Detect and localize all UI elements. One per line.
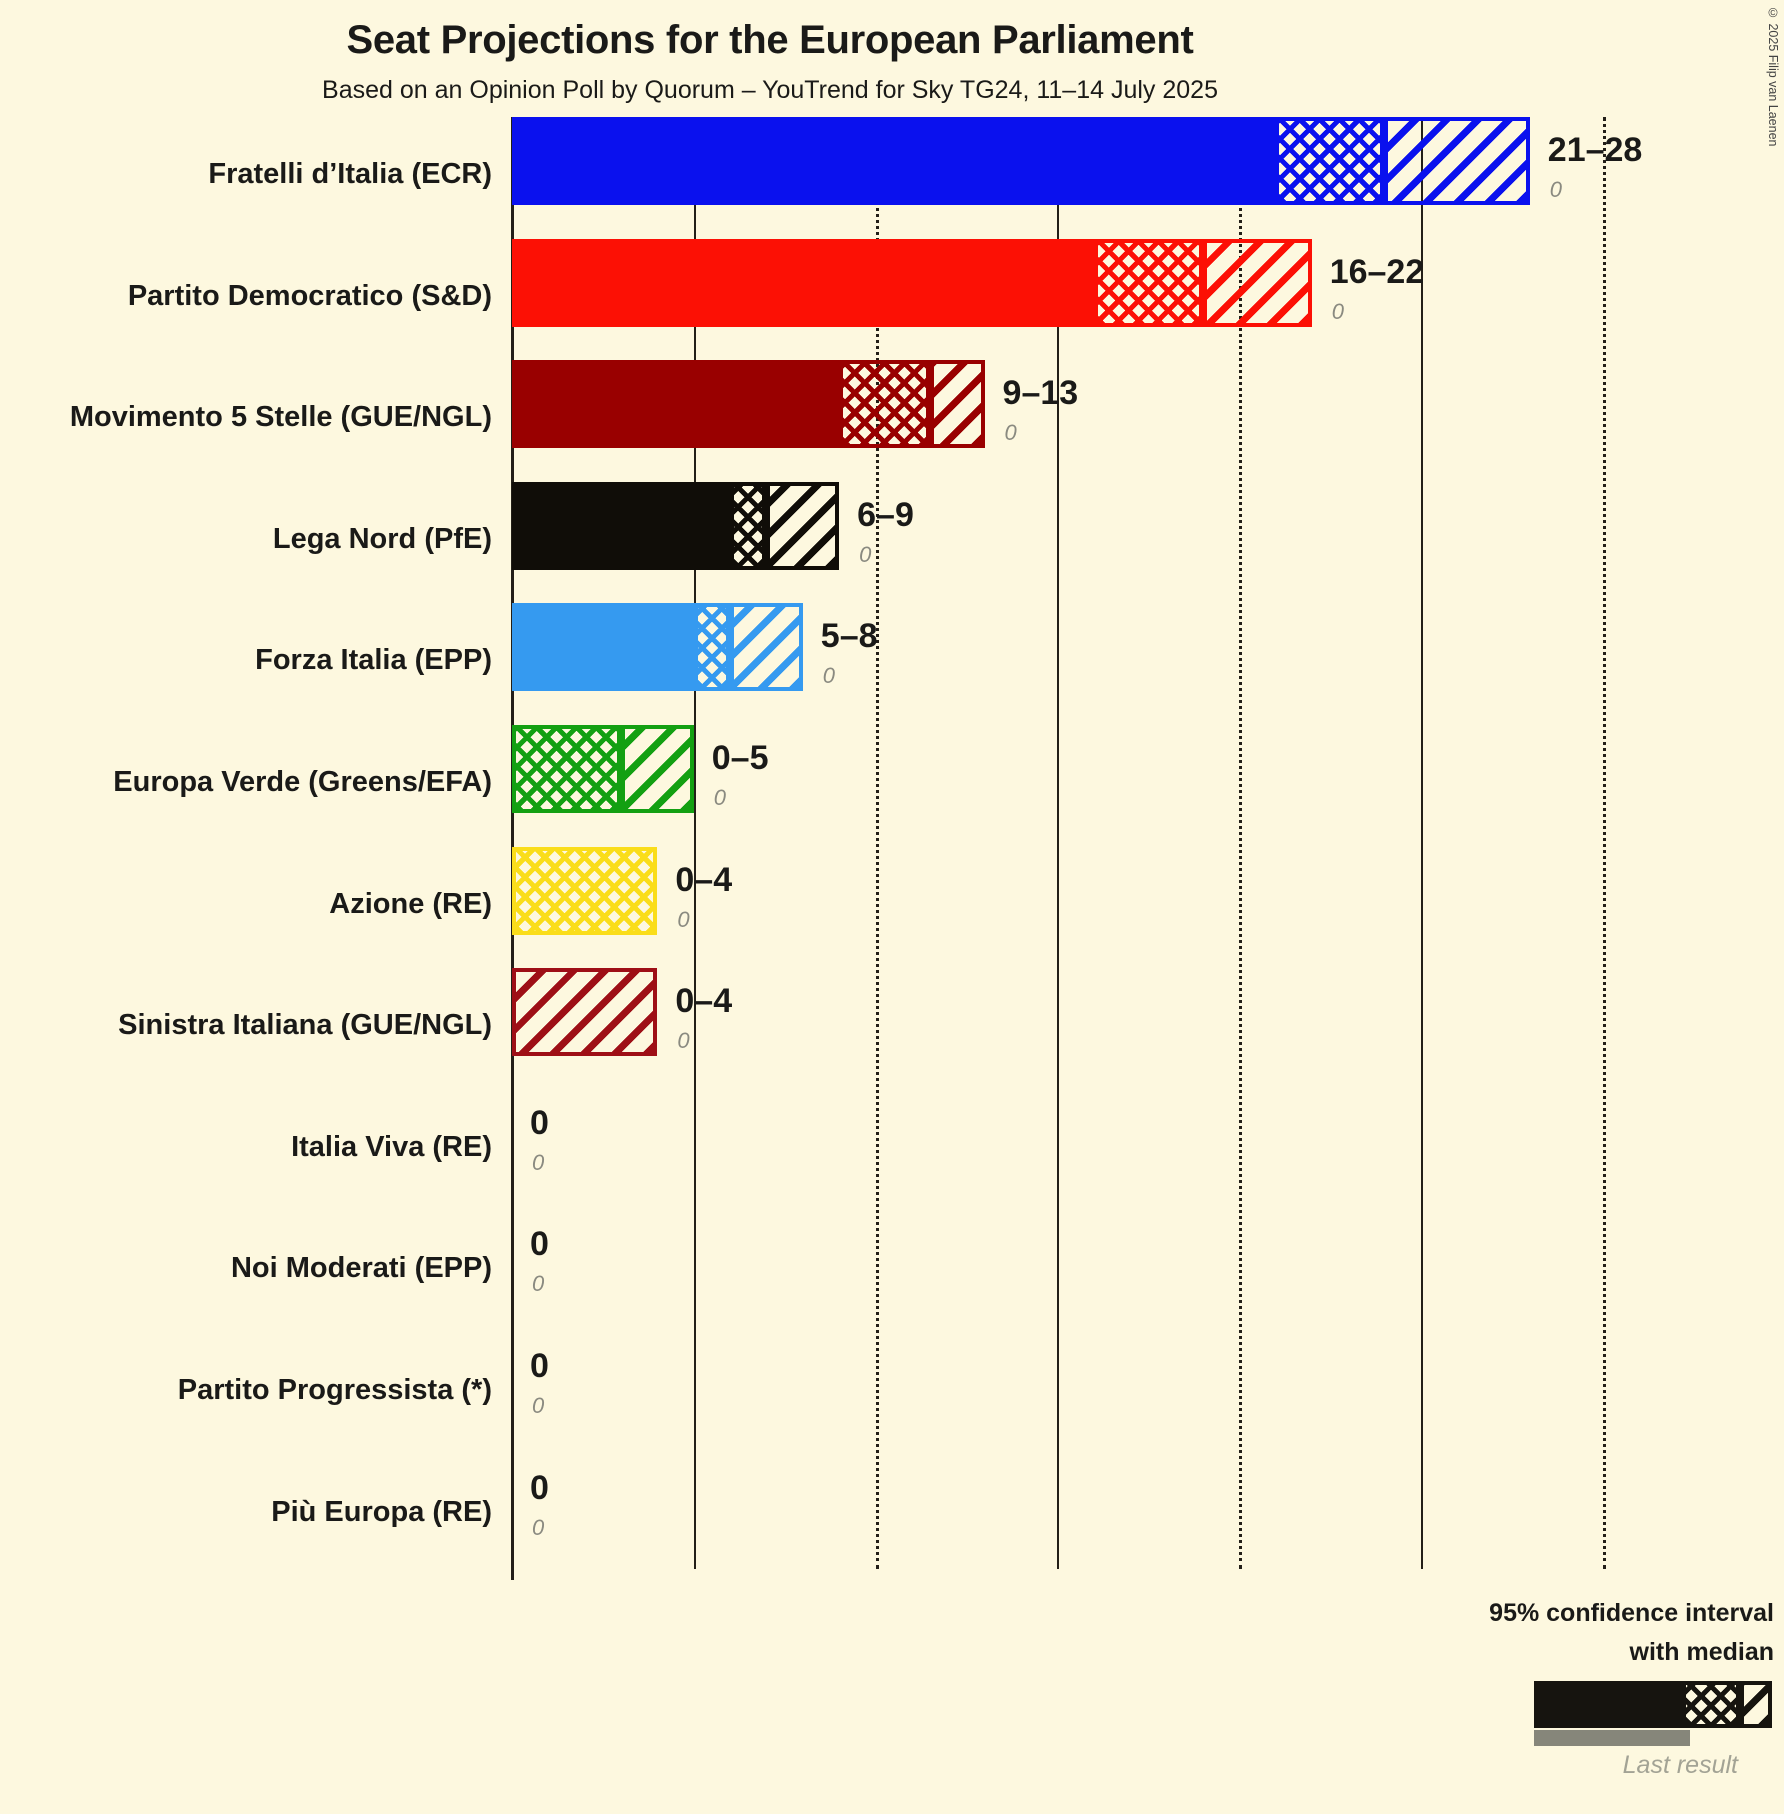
- bar-row: Europa Verde (Greens/EFA) 0–5 0: [0, 725, 1784, 847]
- bar-segment-median-crosshatch: [512, 846, 658, 935]
- last-result-value: 0: [677, 906, 690, 932]
- bar-segment-median-crosshatch: [730, 481, 767, 570]
- last-result-value: 0: [859, 541, 872, 567]
- seat-range-label: 9–13: [1002, 374, 1079, 413]
- bar-row: Partito Progressista (*) 0 0: [0, 1333, 1784, 1455]
- confidence-interval-bar: [512, 968, 658, 1057]
- confidence-interval-bar: [512, 481, 840, 570]
- seat-range-label: 16–22: [1329, 252, 1425, 291]
- party-label: Partito Democratico (S&D): [127, 279, 492, 312]
- seat-range-label: 5–8: [820, 617, 878, 656]
- bar-segment-solid: [512, 117, 1276, 205]
- legend-sample-bar: [1534, 1681, 1772, 1728]
- bar-row: Movimento 5 Stelle (GUE/NGL) 9–13 0: [0, 360, 1784, 482]
- legend-last-result-bar: [1534, 1730, 1690, 1746]
- bar-row: Lega Nord (PfE) 6–9 0: [0, 481, 1784, 604]
- party-label: Italia Viva (RE): [291, 1130, 492, 1163]
- confidence-interval-bar: [512, 360, 985, 449]
- seat-range-label: 0: [530, 1468, 549, 1507]
- last-result-value: 0: [532, 1393, 545, 1418]
- party-label: Movimento 5 Stelle (GUE/NGL): [69, 401, 492, 434]
- bar-segment-upper-hatch: [1202, 238, 1312, 327]
- legend-line-1: 95% confidence interval: [1489, 1599, 1774, 1627]
- bar-row: Sinistra Italiana (GUE/NGL) 0–4 0: [0, 968, 1784, 1090]
- bar-row: Noi Moderati (EPP) 0 0: [0, 1211, 1784, 1333]
- page-title: Seat Projections for the European Parlia…: [346, 18, 1194, 62]
- gridline-solid: [1420, 117, 1423, 1569]
- chart-subtitle: Based on an Opinion Poll by Quorum – You…: [322, 76, 1218, 104]
- confidence-interval-bar: [512, 846, 658, 935]
- last-result-value: 0: [713, 785, 726, 810]
- party-label: Sinistra Italiana (GUE/NGL): [118, 1009, 492, 1042]
- gridline-dotted: [1602, 117, 1606, 1569]
- gridline-dotted: [875, 117, 879, 1569]
- confidence-interval-bar: [512, 238, 1312, 327]
- party-label: Forza Italia (EPP): [255, 644, 492, 677]
- bar-segment-upper-hatch: [621, 725, 694, 813]
- seat-range-label: 0: [530, 1225, 549, 1264]
- bar-segment-median-crosshatch: [693, 603, 731, 692]
- last-result-value: 0: [822, 663, 836, 689]
- confidence-interval-bar: [512, 603, 803, 692]
- bar-segment-median-crosshatch: [1093, 238, 1203, 327]
- party-label: Partito Progressista (*): [177, 1374, 492, 1406]
- seat-range-label: 21–28: [1547, 131, 1643, 169]
- legend-segment-solid: [1534, 1681, 1682, 1728]
- seat-range-label: 0–5: [711, 739, 769, 777]
- legend-line-2: with median: [1629, 1638, 1774, 1666]
- gridline-dotted: [1239, 117, 1242, 1569]
- bar-row: Partito Democratico (S&D) 16–22 0: [0, 238, 1784, 361]
- party-label: Azione (RE): [329, 887, 492, 920]
- bar-segment-median-crosshatch: [512, 725, 622, 813]
- party-label: Noi Moderati (EPP): [230, 1252, 492, 1285]
- last-result-value: 0: [532, 1271, 545, 1297]
- bar-segment-upper-hatch: [512, 968, 658, 1057]
- seat-range-label: 0: [530, 1103, 549, 1142]
- bar-row: Italia Viva (RE) 0 0: [0, 1090, 1784, 1212]
- confidence-interval-bar: [512, 117, 1530, 205]
- seat-range-label: 0–4: [675, 860, 733, 899]
- party-label: Europa Verde (Greens/EFA): [113, 766, 492, 798]
- seat-range-label: 0: [530, 1347, 549, 1385]
- bar-segment-solid: [512, 603, 694, 692]
- last-result-value: 0: [1004, 420, 1017, 446]
- seat-range-label: 6–9: [857, 495, 914, 534]
- bar-row: Azione (RE) 0–4 0: [0, 846, 1784, 969]
- seat-range-label: 0–4: [675, 982, 733, 1021]
- bar-segment-upper-hatch: [1384, 117, 1530, 205]
- bar-segment-upper-hatch: [930, 360, 985, 449]
- bar-segment-upper-hatch: [730, 603, 803, 692]
- legend-segment-hatch: [1740, 1681, 1772, 1728]
- bar-segment-median-crosshatch: [839, 360, 931, 449]
- bar-segment-solid: [512, 360, 840, 449]
- last-result-value: 0: [532, 1149, 545, 1175]
- party-label: Fratelli d’Italia (ECR): [208, 158, 492, 190]
- bar-row: Più Europa (RE) 0 0: [0, 1455, 1784, 1577]
- legend: 95% confidence interval with median Last…: [1244, 1594, 1774, 1779]
- bar-segment-upper-hatch: [766, 481, 840, 570]
- legend-segment-crosshatch: [1682, 1681, 1740, 1728]
- gridline-solid: [1057, 117, 1060, 1569]
- bar-segment-solid: [512, 238, 1094, 327]
- legend-bar-wrap: Last result: [1244, 1681, 1774, 1779]
- last-result-value: 0: [532, 1514, 545, 1540]
- bar-segment-median-crosshatch: [1275, 117, 1385, 205]
- legend-last-result-label: Last result: [1622, 1751, 1738, 1779]
- party-label: Lega Nord (PfE): [272, 522, 492, 555]
- bar-row: Fratelli d’Italia (ECR) 21–28 0: [0, 117, 1784, 239]
- bar-segment-solid: [512, 481, 731, 570]
- copyright-notice: © 2025 Filip van Laenen: [1766, 6, 1780, 147]
- last-result-value: 0: [1549, 177, 1563, 202]
- confidence-interval-bar: [512, 725, 694, 813]
- last-result-value: 0: [677, 1028, 690, 1054]
- gridline-solid: [693, 117, 696, 1569]
- party-label: Più Europa (RE): [271, 1495, 492, 1528]
- bar-row: Forza Italia (EPP) 5–8 0: [0, 603, 1784, 725]
- last-result-value: 0: [1331, 298, 1344, 324]
